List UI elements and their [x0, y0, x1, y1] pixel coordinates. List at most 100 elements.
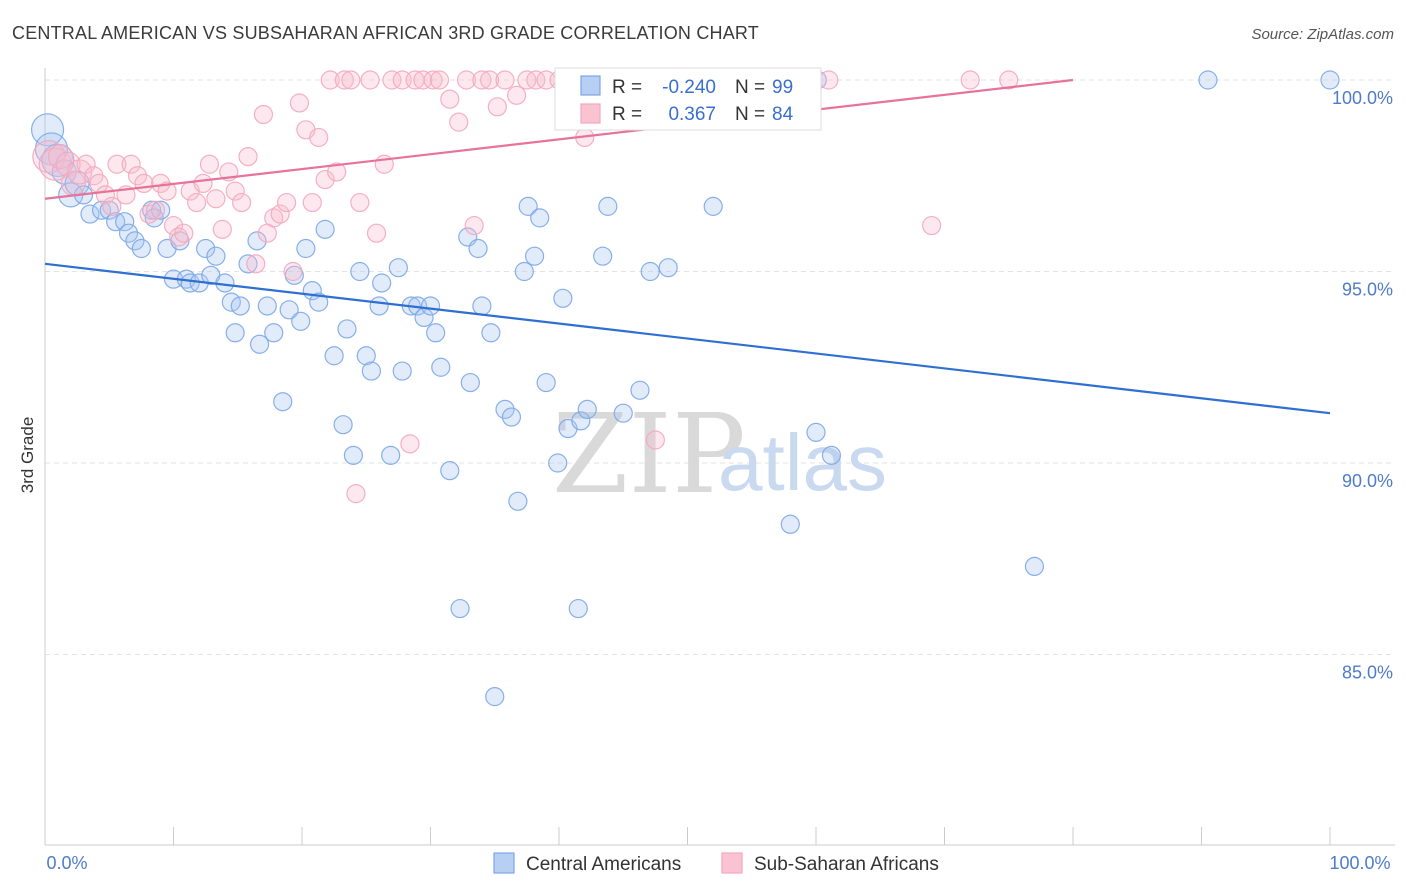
sub-saharan-africans-point-27 — [206, 189, 226, 209]
chart-source: Source: ZipAtlas.com — [1251, 26, 1394, 43]
central-americans-point-73 — [518, 196, 538, 216]
legend-r-label-2: R = — [612, 104, 642, 125]
sub-saharan-africans-point-37 — [270, 204, 290, 224]
trend-line-sub-saharan-africans — [44, 78, 1074, 200]
central-americans-point-14 — [131, 238, 151, 259]
chart-title: CENTRAL AMERICAN VS SUBSAHARAN AFRICAN 3… — [12, 23, 759, 43]
y-tick-label-95: 95.0% — [1342, 280, 1393, 300]
series-legend-label-central-americans: Central Americans — [526, 854, 681, 875]
watermark-atlas: atlas — [718, 418, 887, 507]
central-americans-point-98 — [485, 687, 505, 707]
sub-saharan-africans-point-33 — [246, 254, 266, 274]
sub-saharan-africans-point-78 — [645, 430, 665, 450]
central-americans-point-75 — [530, 208, 550, 228]
sub-saharan-africans-point-19 — [157, 181, 177, 201]
central-americans-point-17 — [151, 200, 171, 220]
central-americans-point-44 — [324, 346, 344, 366]
sub-saharan-africans-point-61 — [440, 89, 460, 109]
sub-saharan-africans-point-25 — [193, 173, 213, 194]
central-americans-point-43 — [315, 219, 335, 239]
sub-saharan-africans-point-15 — [134, 173, 154, 194]
central-americans-point-55 — [392, 361, 412, 381]
sub-saharan-africans-point-1 — [38, 147, 72, 181]
sub-saharan-africans-point-66 — [480, 70, 500, 90]
central-americans-point-39 — [291, 311, 311, 331]
central-americans-point-82 — [577, 399, 597, 419]
series-legend-swatch-sub-saharan-africans — [721, 852, 743, 874]
sub-saharan-africans-point-54 — [382, 70, 402, 90]
sub-saharan-africans-point-45 — [320, 70, 340, 90]
legend-n-label-2: N = — [735, 104, 765, 125]
sub-saharan-africans-point-30 — [225, 181, 245, 201]
sub-saharan-africans-point-60 — [429, 70, 450, 90]
legend-n-value-2: 84 — [772, 104, 794, 125]
central-americans-point-11 — [115, 212, 135, 232]
central-americans-point-97 — [1320, 70, 1340, 90]
sub-saharan-africans-point-22 — [174, 223, 194, 243]
central-americans-point-33 — [249, 334, 270, 354]
central-americans-point-94 — [821, 445, 842, 465]
central-americans-point-76 — [536, 372, 556, 393]
sub-saharan-africans-point-58 — [413, 70, 433, 90]
central-americans-point-61 — [431, 357, 451, 377]
central-americans-point-65 — [460, 372, 480, 393]
sub-saharan-africans-point-38 — [276, 192, 297, 213]
central-americans-point-49 — [356, 346, 376, 366]
sub-saharan-africans-point-13 — [121, 154, 141, 174]
sub-saharan-africans-point-40 — [289, 93, 310, 113]
central-americans-point-32 — [247, 231, 267, 251]
central-americans-point-26 — [206, 246, 226, 266]
central-americans-point-52 — [372, 273, 392, 293]
central-americans-point-40 — [296, 238, 316, 259]
sub-saharan-africans-point-82 — [960, 70, 980, 90]
sub-saharan-africans-point-71 — [526, 70, 546, 90]
central-americans-point-66 — [468, 238, 488, 259]
central-americans-point-12 — [118, 223, 139, 243]
trend-line-central-americans — [44, 262, 1331, 415]
series-legend-swatch-central-americans — [493, 852, 515, 874]
central-americans-point-48 — [350, 261, 370, 282]
central-americans-point-62 — [440, 461, 460, 481]
sub-saharan-africans-point-83 — [999, 70, 1019, 90]
central-americans-point-70 — [501, 407, 522, 427]
sub-saharan-africans-point-2 — [47, 144, 74, 170]
sub-saharan-africans-point-24 — [187, 192, 207, 213]
central-americans-point-74 — [524, 246, 545, 266]
central-americans-point-96 — [1198, 70, 1218, 90]
sub-saharan-africans-point-50 — [350, 192, 370, 213]
sub-saharan-africans-point-34 — [253, 104, 274, 125]
series-legend: Central Americans Sub-Saharan Africans — [493, 852, 939, 875]
central-americans-point-46 — [337, 319, 357, 339]
sub-saharan-africans-point-63 — [456, 70, 477, 90]
central-americans-point-42 — [309, 292, 329, 312]
central-americans-point-29 — [225, 323, 245, 343]
x-tick-label-0: 0.0% — [46, 853, 87, 873]
legend-swatch-blue — [580, 75, 601, 96]
sub-saharan-africans-point-6 — [76, 154, 96, 174]
sub-saharan-africans-point-64 — [464, 215, 484, 236]
sub-saharan-africans-point-10 — [102, 196, 122, 216]
central-americans-point-85 — [613, 403, 633, 423]
central-americans-point-24 — [196, 238, 216, 259]
central-americans-point-30 — [230, 296, 250, 316]
x-tick-labels: 0.0% 100.0% — [46, 853, 1390, 873]
sub-saharan-africans-point-69 — [506, 85, 527, 105]
central-americans-point-47 — [343, 445, 363, 465]
y-tick-label-100: 100.0% — [1332, 88, 1393, 108]
central-americans-point-81 — [571, 411, 591, 431]
legend-swatch-pink — [580, 103, 601, 124]
sub-saharan-africans-point-20 — [163, 215, 184, 236]
central-americans-point-36 — [273, 392, 293, 412]
central-americans-point-50 — [361, 361, 381, 381]
sub-saharan-africans-point-31 — [232, 192, 252, 213]
sub-saharan-africans-point-42 — [302, 192, 322, 213]
legend-r-value-1: -0.240 — [662, 77, 716, 98]
watermark: ZIP atlas — [552, 390, 887, 518]
watermark-zip: ZIP — [552, 390, 746, 518]
sub-saharan-africans-point-44 — [315, 169, 335, 190]
central-americans-point-91 — [780, 514, 800, 534]
central-americans-point-69 — [495, 399, 515, 419]
central-americans-point-63 — [450, 598, 470, 619]
sub-saharan-africans-point-59 — [423, 70, 443, 90]
central-americans-point-35 — [264, 323, 284, 343]
